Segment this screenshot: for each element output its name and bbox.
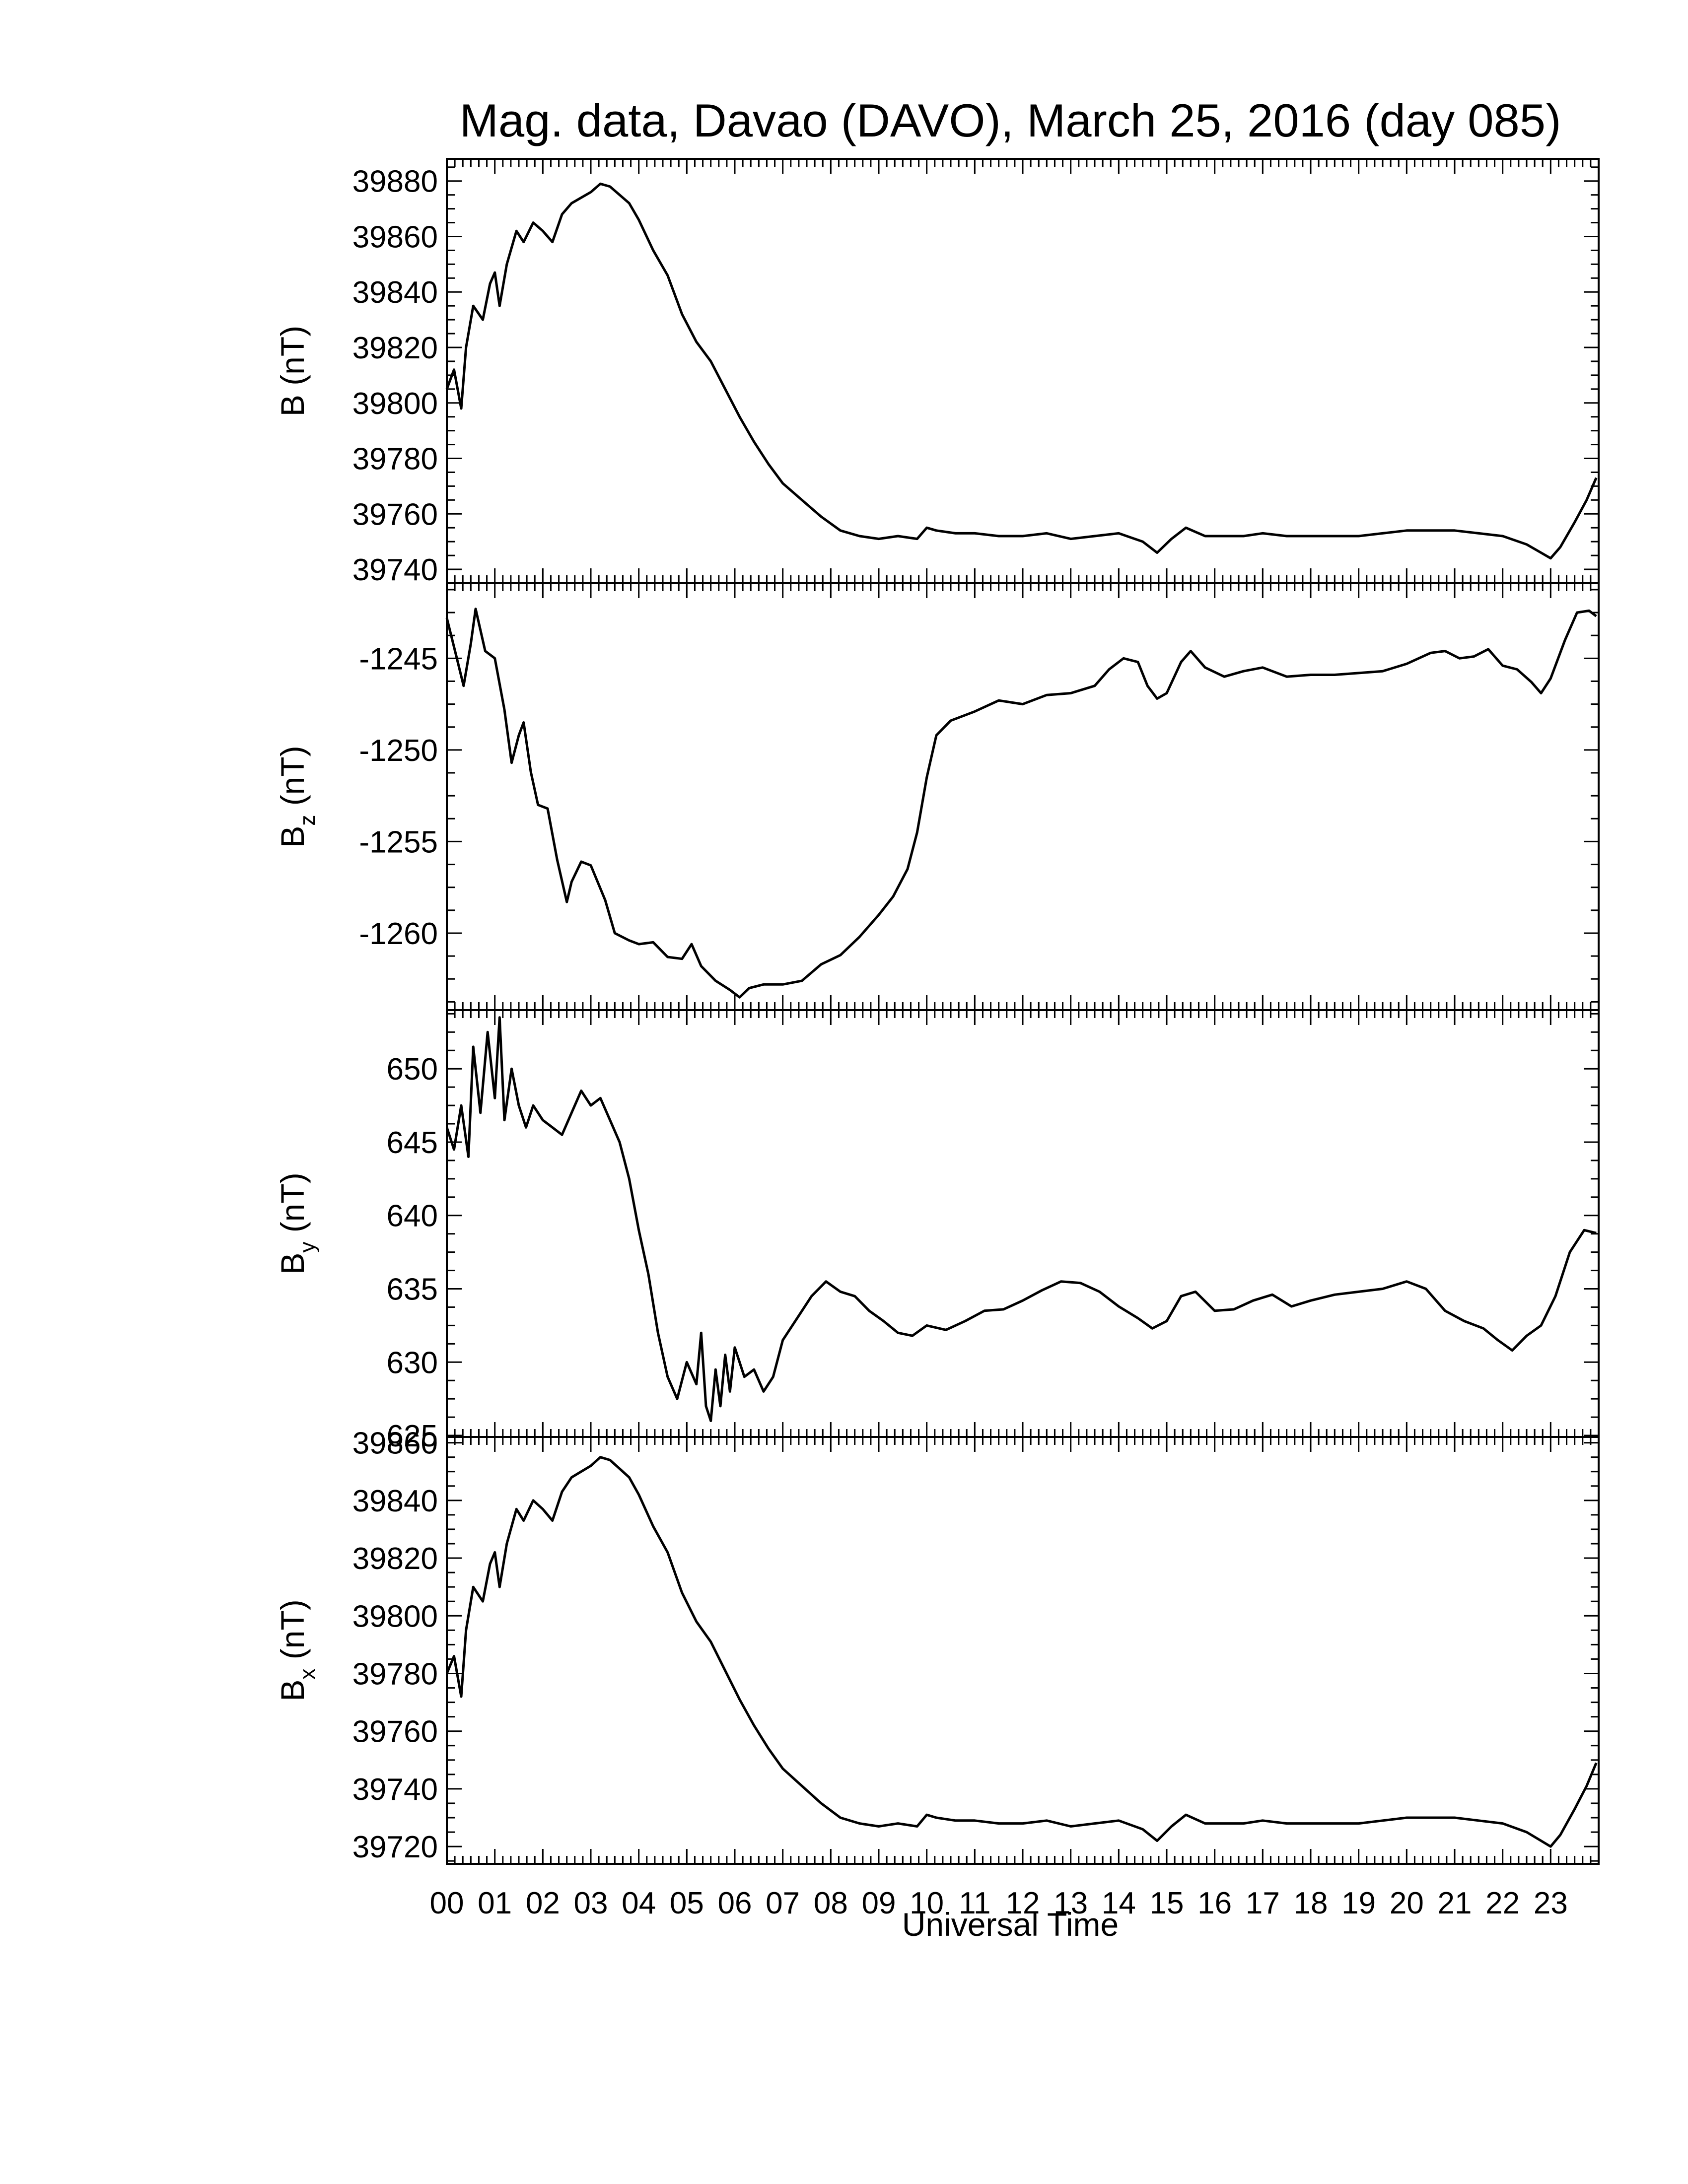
y-tick-label: 39780 [352, 442, 438, 477]
x-tick-label: 10 [910, 1886, 944, 1920]
panel-By-x-ticks [446, 1010, 1600, 1437]
panel-Bz-x-ticks [446, 583, 1600, 1010]
panel-Bx-y-ticks: 39720 39740 39760 39780 39800 39820 39840 39860 [352, 1427, 1599, 1864]
x-tick-label: 17 [1246, 1886, 1280, 1920]
x-tick-label: 23 [1534, 1886, 1568, 1920]
panel-Bx-x-ticks [446, 1437, 1600, 1864]
y-label-subscript: z [295, 815, 320, 826]
panel-B-y-label: B (nT) [274, 326, 311, 416]
x-axis-label: Universal Time [902, 1906, 1119, 1943]
panel-Bz-frame [446, 582, 1600, 1011]
x-tick-label: 12 [1006, 1886, 1040, 1920]
x-axis: Universal Time 00 01 02 03 04 05 06 07 08 09 10 11 1… [430, 1886, 1568, 1943]
y-tick-label: 645 [387, 1126, 438, 1160]
x-tick-label: 19 [1341, 1886, 1376, 1920]
y-tick-label: 39820 [352, 331, 438, 365]
panel-B: 39740 39760 39780 39800 39820 39840 39860 39880… [274, 158, 1600, 587]
panel-Bx: 39720 39740 39760 39780 39800 39820 39840 39860… [274, 1427, 1600, 1865]
y-tick-label: 39840 [352, 1484, 438, 1518]
x-tick-label: 15 [1150, 1886, 1184, 1920]
x-tick-label: 14 [1102, 1886, 1136, 1920]
y-tick-label: 625 [387, 1419, 438, 1453]
x-tick-label: 22 [1485, 1886, 1520, 1920]
y-tick-label: 39840 [352, 275, 438, 310]
panel-Bx-frame [446, 1436, 1600, 1865]
panel-By: 625 630 635 640 645 650 By (nT) [274, 1009, 1600, 1453]
x-tick-label: 07 [766, 1886, 800, 1920]
x-tick-label: 03 [574, 1886, 608, 1920]
panel-B-series-line [445, 182, 1598, 560]
panel-By-series-line [445, 1016, 1597, 1422]
y-tick-label: 640 [387, 1199, 438, 1233]
y-label-subscript: y [295, 1242, 320, 1253]
x-tick-label: 09 [862, 1886, 896, 1920]
y-tick-label: 39760 [352, 497, 438, 532]
y-tick-label: 650 [387, 1052, 438, 1087]
x-tick-label: 16 [1197, 1886, 1232, 1920]
panel-B-y-ticks: 39740 39760 39780 39800 39820 39840 39860 39880 [352, 165, 1599, 587]
x-tick-label: 08 [814, 1886, 848, 1920]
y-label-symbol: B [274, 395, 311, 416]
panel-By-y-label: By (nT) [274, 1172, 320, 1274]
y-tick-label: 39740 [352, 1773, 438, 1807]
y-tick-label: 39800 [352, 1599, 438, 1634]
y-label-symbol: B [274, 1680, 311, 1702]
y-label-unit: (nT) [274, 746, 311, 815]
y-tick-label: 39860 [352, 1427, 438, 1461]
x-tick-label: 13 [1054, 1886, 1088, 1920]
y-label-subscript: x [295, 1669, 320, 1680]
y-tick-label: 39780 [352, 1657, 438, 1691]
panel-Bx-series-line [445, 1456, 1598, 1848]
y-label-symbol: B [274, 1253, 311, 1275]
y-label-symbol: B [274, 826, 311, 848]
y-label-unit: (nT) [274, 326, 311, 395]
y-tick-label: 39720 [352, 1830, 438, 1864]
x-tick-label: 05 [670, 1886, 704, 1920]
y-tick-label: 39740 [352, 553, 438, 587]
panel-Bz-y-ticks: -1245 -1250 -1255 -1260 [359, 589, 1599, 1003]
y-tick-label: 39880 [352, 165, 438, 199]
y-tick-label: 635 [387, 1273, 438, 1307]
x-tick-label: 18 [1294, 1886, 1328, 1920]
y-tick-label: 39860 [352, 220, 438, 254]
x-tick-label: 01 [478, 1886, 512, 1920]
x-tick-label: 04 [622, 1886, 656, 1920]
y-tick-label: 39800 [352, 387, 438, 421]
y-tick-label: -1245 [359, 642, 438, 676]
x-tick-label: 20 [1390, 1886, 1424, 1920]
panel-By-y-ticks: 625 630 635 640 645 650 [387, 1013, 1599, 1453]
y-tick-label: -1255 [359, 825, 438, 859]
y-tick-label: -1260 [359, 917, 438, 951]
panel-Bz: -1245 -1250 -1255 -1260 Bz (nT) [274, 582, 1600, 1011]
y-label-unit: (nT) [274, 1599, 311, 1668]
y-tick-label: 39820 [352, 1542, 438, 1576]
y-label-unit: (nT) [274, 1172, 311, 1241]
x-tick-label: 02 [526, 1886, 560, 1920]
panel-Bz-series-line [445, 608, 1597, 999]
y-tick-label: 630 [387, 1346, 438, 1380]
panel-Bx-y-label: Bx (nT) [274, 1599, 320, 1701]
x-tick-label: 21 [1438, 1886, 1472, 1920]
panel-B-frame [446, 158, 1600, 584]
x-tick-label: 06 [718, 1886, 752, 1920]
x-tick-label: 11 [959, 1886, 990, 1920]
y-tick-label: 39760 [352, 1715, 438, 1749]
x-tick-label: 00 [430, 1886, 464, 1920]
panel-B-x-ticks [446, 159, 1600, 583]
panels: 39740 39760 39780 39800 39820 39840 39860 39880… [274, 158, 1600, 1865]
panel-By-frame [446, 1009, 1600, 1438]
panel-Bz-y-label: Bz (nT) [274, 746, 320, 847]
figure-title: Mag. data, Davao (DAVO), March 25, 2016 … [460, 94, 1561, 146]
y-tick-label: -1250 [359, 734, 438, 768]
